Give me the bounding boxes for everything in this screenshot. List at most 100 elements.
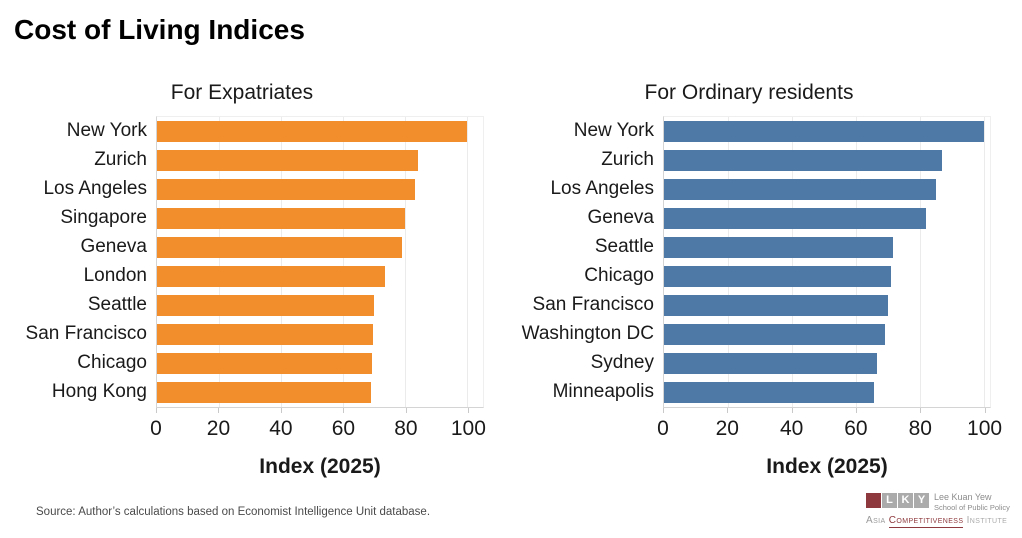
category-label: Seattle bbox=[87, 294, 147, 315]
x-tick-label: 100 bbox=[450, 417, 486, 440]
logo-square-icon bbox=[866, 493, 881, 508]
bar-row bbox=[664, 349, 990, 378]
axis-ticks bbox=[156, 408, 484, 414]
logo-institute-text: Institute bbox=[966, 514, 1008, 526]
x-tick-mark bbox=[920, 408, 922, 413]
logo-top-row: L K Y Lee Kuan Yew School of Public Poli… bbox=[866, 492, 1018, 512]
category-label: Washington DC bbox=[521, 323, 654, 344]
x-tick-labels: 0 20 40 60 80 100 bbox=[150, 417, 486, 441]
chart-expatriates: For Expatriates New York Zurich Los Angele… bbox=[0, 78, 486, 479]
logo-school-name: Lee Kuan Yew School of Public Policy bbox=[934, 492, 1010, 512]
bar-row bbox=[664, 291, 990, 320]
bar bbox=[157, 237, 403, 258]
x-tick-label: 0 bbox=[150, 417, 162, 440]
bar-row bbox=[157, 378, 483, 407]
x-tick-label: 0 bbox=[657, 417, 669, 440]
category-label: London bbox=[83, 265, 147, 286]
gridline bbox=[855, 117, 857, 407]
bar-row bbox=[664, 175, 990, 204]
category-label: Minneapolis bbox=[552, 381, 654, 402]
chart-body: New York Zurich Los Angeles Geneva Seattle Ch… bbox=[507, 116, 1002, 479]
x-tick-label: 80 bbox=[394, 417, 418, 440]
logo-name-line2: School of Public Policy bbox=[934, 502, 1010, 512]
chart-ordinary-residents: For Ordinary residents New York Zurich Los… bbox=[507, 78, 1002, 479]
bar-row bbox=[664, 233, 990, 262]
gridline bbox=[281, 117, 283, 407]
axis-ticks bbox=[663, 408, 991, 414]
chart-subtitle: For Expatriates bbox=[170, 81, 314, 104]
bar-row bbox=[664, 204, 990, 233]
gridline bbox=[727, 117, 729, 407]
gridline bbox=[467, 117, 469, 407]
x-tick-labels: 0 20 40 60 80 100 bbox=[657, 417, 1002, 441]
gridline bbox=[919, 117, 921, 407]
page-title: Cost of Living Indices bbox=[14, 14, 305, 45]
bar-row bbox=[157, 320, 483, 349]
bar bbox=[664, 295, 888, 316]
x-tick-mark bbox=[218, 408, 220, 413]
bar bbox=[664, 150, 943, 171]
bar bbox=[157, 121, 468, 142]
category-label: Sydney bbox=[590, 352, 654, 373]
x-tick-label: 60 bbox=[331, 417, 356, 440]
bar-row bbox=[157, 291, 483, 320]
category-label: New York bbox=[573, 120, 654, 141]
bar bbox=[664, 237, 893, 258]
category-labels: New York Zurich Los Angeles Geneva Seattle Ch… bbox=[507, 116, 663, 479]
bar-row bbox=[664, 320, 990, 349]
category-labels: New York Zurich Los Angeles Singapore Geneva… bbox=[0, 116, 156, 479]
logo-letter-y: Y bbox=[914, 493, 929, 508]
category-label: Seattle bbox=[594, 236, 654, 257]
bar-row bbox=[157, 349, 483, 378]
category-label: Zurich bbox=[94, 149, 147, 170]
chart-body: New York Zurich Los Angeles Singapore Geneva… bbox=[0, 116, 486, 479]
logo-letter-k: K bbox=[898, 493, 913, 508]
x-tick-mark bbox=[791, 408, 793, 413]
category-label: Geneva bbox=[587, 207, 654, 228]
logo-institute-line: Asia Competitiveness Institute bbox=[866, 514, 1018, 528]
x-axis-title: Index (2025) bbox=[766, 455, 888, 478]
logo-asia-text: Asia bbox=[866, 514, 886, 526]
x-tick-mark bbox=[405, 408, 407, 413]
bar-row bbox=[664, 378, 990, 407]
category-label: Chicago bbox=[584, 265, 654, 286]
bar bbox=[157, 150, 418, 171]
plot-column: 0 20 40 60 80 100 Index (2025) bbox=[657, 116, 1002, 479]
bar bbox=[157, 382, 372, 403]
plot-area bbox=[663, 116, 991, 408]
x-tick-label: 40 bbox=[269, 417, 293, 440]
bar bbox=[664, 208, 927, 229]
bar bbox=[157, 295, 375, 316]
bar bbox=[157, 179, 415, 200]
gridline bbox=[791, 117, 793, 407]
x-tick-mark bbox=[727, 408, 729, 413]
bar-row bbox=[157, 262, 483, 291]
category-label: San Francisco bbox=[532, 294, 654, 315]
x-tick-mark bbox=[855, 408, 857, 413]
bar bbox=[157, 266, 386, 287]
x-tick-label: 80 bbox=[908, 417, 932, 440]
logo-competitiveness-text: Competitiveness bbox=[888, 514, 964, 528]
bar bbox=[664, 353, 877, 374]
bar bbox=[664, 179, 936, 200]
bar-row bbox=[664, 262, 990, 291]
bar-row bbox=[157, 175, 483, 204]
x-tick-label: 40 bbox=[779, 417, 804, 440]
x-tick-mark bbox=[468, 408, 470, 413]
gridline bbox=[405, 117, 407, 407]
bar-row bbox=[664, 146, 990, 175]
plot-area bbox=[156, 116, 484, 408]
bar-row bbox=[157, 233, 483, 262]
category-label: New York bbox=[66, 120, 147, 141]
category-label: Chicago bbox=[77, 352, 147, 373]
x-tick-label: 20 bbox=[715, 417, 739, 440]
x-tick-mark bbox=[663, 408, 664, 413]
category-label: Zurich bbox=[601, 149, 654, 170]
bar-row bbox=[157, 204, 483, 233]
bar bbox=[664, 266, 891, 287]
charts-row: For Expatriates New York Zurich Los Angele… bbox=[0, 78, 1003, 479]
bar bbox=[664, 121, 984, 142]
bar-row bbox=[664, 117, 990, 146]
category-label: Hong Kong bbox=[51, 381, 147, 402]
category-label: Los Angeles bbox=[550, 178, 654, 199]
